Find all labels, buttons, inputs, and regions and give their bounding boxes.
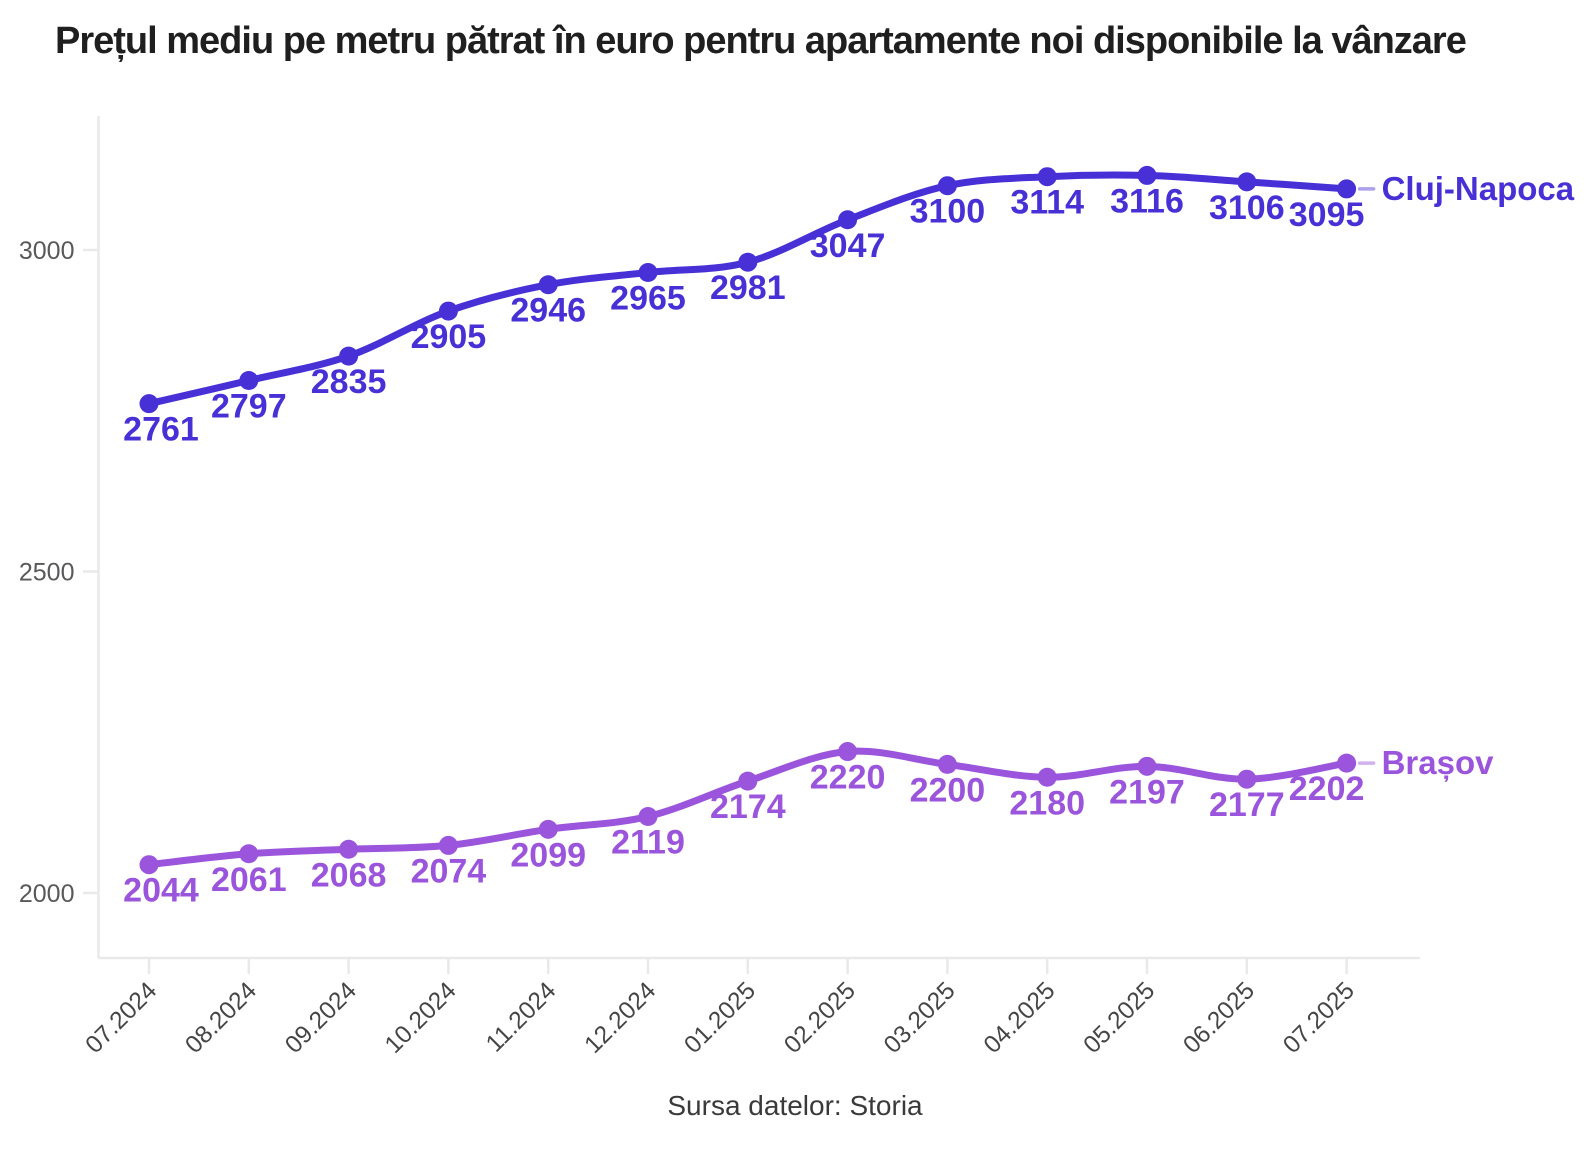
data-label: 2074 <box>411 852 487 890</box>
data-point <box>937 176 957 196</box>
data-point <box>1237 769 1257 789</box>
data-label: 2180 <box>1009 784 1085 822</box>
y-tick-label: 3000 <box>19 237 75 265</box>
x-tick-label: 01.2025 <box>679 977 761 1059</box>
data-point <box>139 855 159 875</box>
data-label: 2197 <box>1109 773 1185 811</box>
data-point <box>239 371 259 391</box>
data-label: 2202 <box>1289 770 1365 808</box>
data-point <box>838 742 858 762</box>
data-point <box>538 275 558 295</box>
data-label: 2965 <box>610 280 686 318</box>
data-label: 2905 <box>411 318 487 356</box>
data-label: 2761 <box>123 411 199 449</box>
data-label: 2981 <box>710 269 786 307</box>
data-label: 2061 <box>211 861 287 899</box>
data-point <box>1237 172 1257 192</box>
data-label: 2835 <box>311 363 387 401</box>
data-point <box>438 835 458 855</box>
x-tick-label: 06.2025 <box>1178 977 1260 1059</box>
x-tick-label: 07.2024 <box>81 977 163 1059</box>
data-label: 2068 <box>311 856 387 894</box>
x-tick-label: 09.2024 <box>280 977 362 1059</box>
data-point <box>139 394 159 414</box>
x-tick-label: 05.2025 <box>1079 977 1161 1059</box>
x-tick-label: 10.2024 <box>380 977 462 1059</box>
x-tick-label: 03.2025 <box>879 977 961 1059</box>
data-label: 2220 <box>810 759 886 797</box>
data-label: 3047 <box>810 227 886 265</box>
x-tick-label: 11.2024 <box>481 977 561 1057</box>
data-label: 2946 <box>510 292 586 330</box>
data-label: 2174 <box>710 788 786 826</box>
data-point <box>239 844 259 864</box>
data-point <box>1037 167 1057 187</box>
data-label: 3100 <box>910 193 986 231</box>
data-label: 3095 <box>1289 196 1365 234</box>
x-tick-label: 08.2024 <box>180 977 262 1059</box>
data-point <box>838 210 858 230</box>
data-point <box>638 806 658 826</box>
data-point <box>738 771 758 791</box>
x-tick-label: 07.2025 <box>1278 977 1360 1059</box>
data-label: 2797 <box>211 388 287 426</box>
data-label: 2099 <box>510 836 586 874</box>
legend-label: Cluj-Napoca <box>1382 170 1575 207</box>
x-tick-label: 12.2024 <box>580 977 662 1059</box>
data-label: 3106 <box>1209 189 1285 227</box>
data-point <box>339 839 359 859</box>
chart-title: Prețul mediu pe metru pătrat în euro pen… <box>55 20 1467 62</box>
data-label: 2044 <box>123 872 199 910</box>
data-point <box>1037 767 1057 787</box>
data-label: 2177 <box>1209 786 1285 824</box>
data-label: 2200 <box>910 771 986 809</box>
source-note: Sursa datelor: Storia <box>667 1090 923 1121</box>
data-label: 3114 <box>1010 184 1084 222</box>
y-tick-label: 2000 <box>19 880 75 908</box>
data-point <box>1337 753 1357 773</box>
data-point <box>1337 179 1357 199</box>
data-label: 2119 <box>611 823 685 861</box>
data-label: 3116 <box>1110 182 1184 220</box>
data-point <box>538 819 558 839</box>
data-point <box>738 252 758 272</box>
data-point <box>937 754 957 774</box>
data-point <box>638 263 658 283</box>
x-tick-label: 04.2025 <box>979 977 1061 1059</box>
x-tick-label: 02.2025 <box>779 977 861 1059</box>
data-point <box>1137 756 1157 776</box>
legend-label: Brașov <box>1382 744 1495 782</box>
y-tick-label: 2500 <box>19 559 75 587</box>
data-point <box>438 301 458 321</box>
data-point <box>339 346 359 366</box>
data-point <box>1137 165 1157 185</box>
